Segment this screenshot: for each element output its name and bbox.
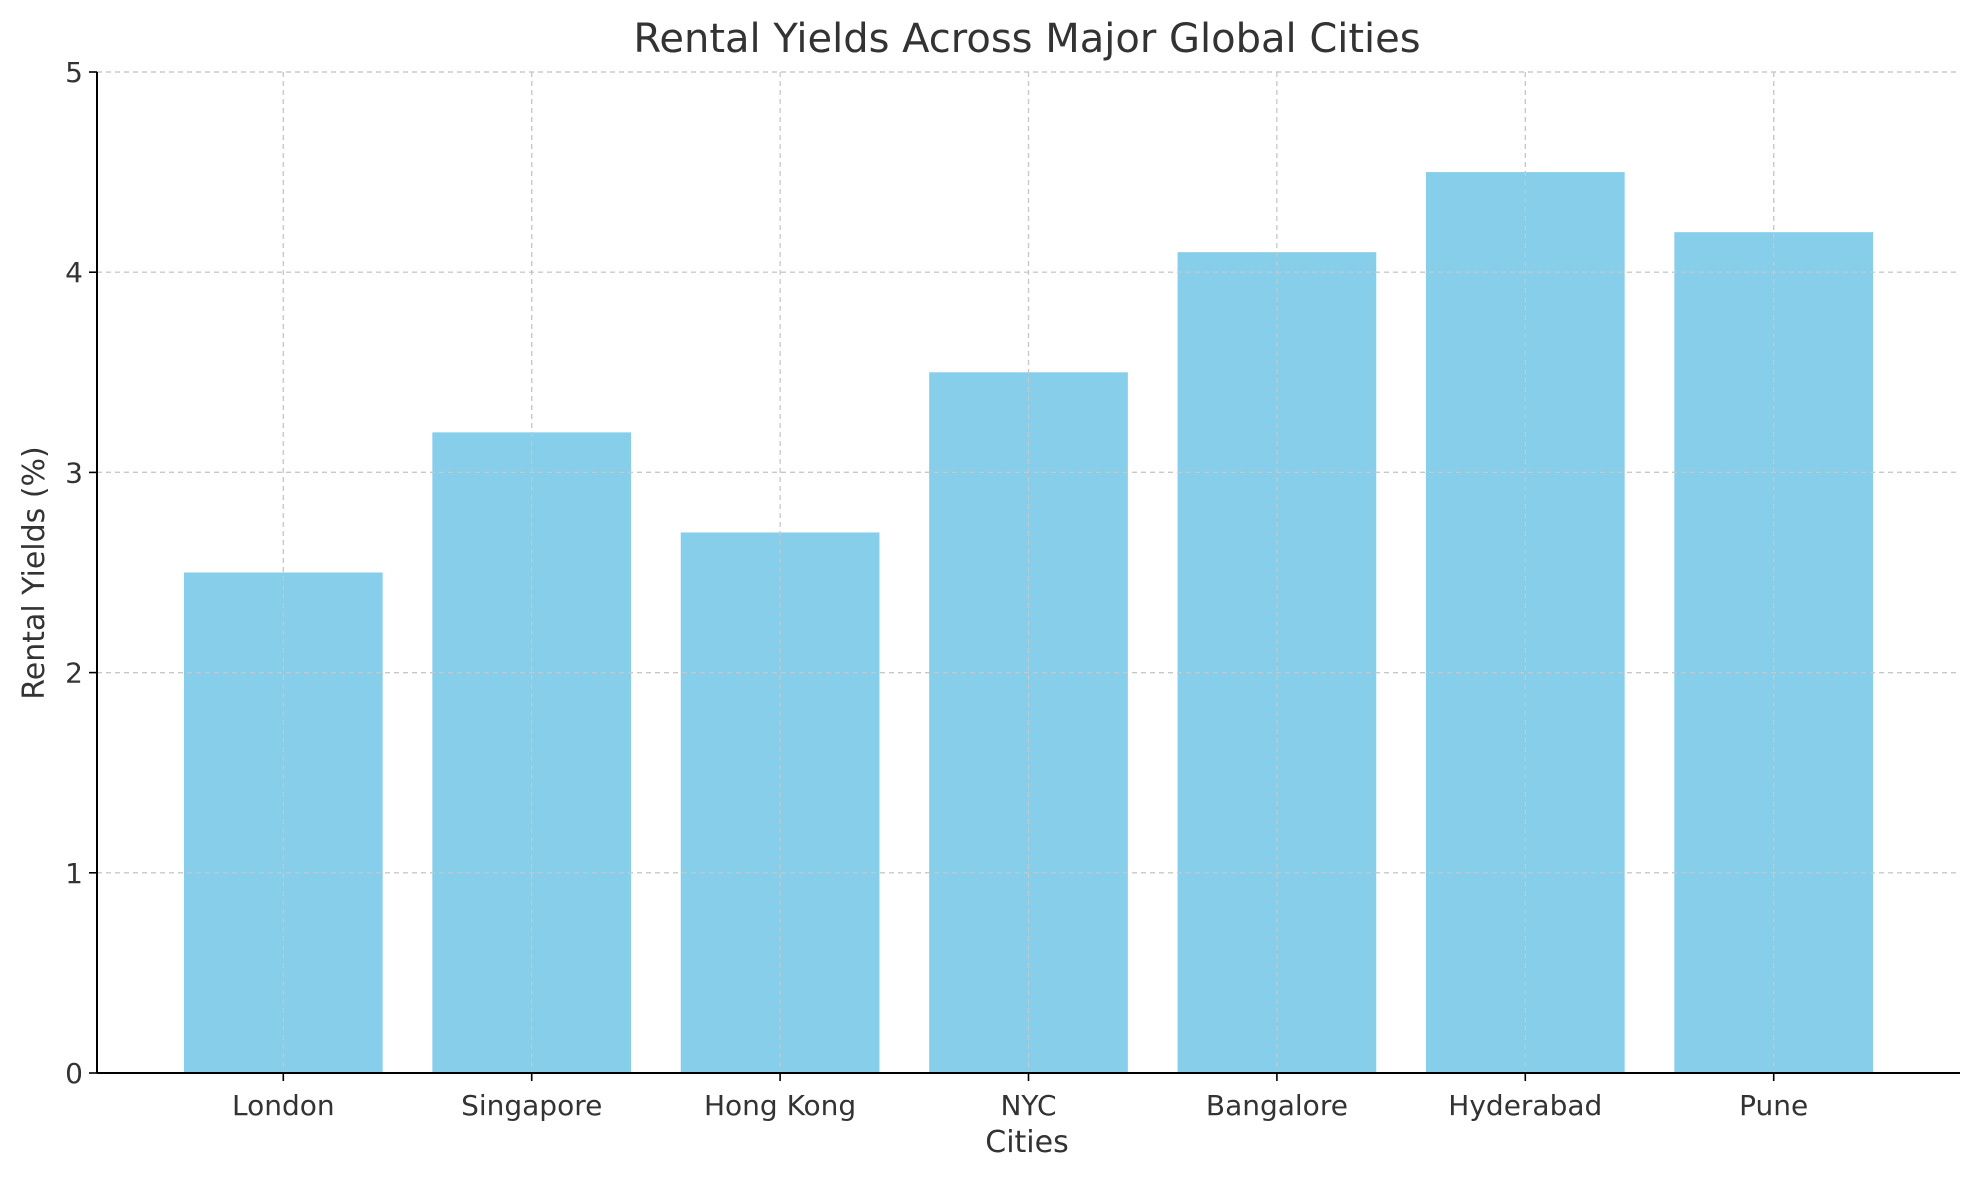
x-axis-label: Cities [985,1125,1068,1160]
y-tick-label: 2 [65,657,83,690]
x-tick-label: NYC [1000,1089,1056,1122]
ticks: 0 1 2 3 4 5 London Singapore Hong Kong NYC Bangalo… [65,56,1808,1122]
chart-title: Rental Yields Across Major Global Cities [633,16,1420,62]
bars [97,71,1960,1074]
x-tick-label: Pune [1739,1089,1808,1122]
y-tick-label: 3 [65,456,83,489]
y-tick-label: 0 [65,1057,83,1090]
x-tick-label: Hong Kong [704,1089,856,1122]
y-tick-label: 5 [65,56,83,89]
y-tick-label: 4 [65,256,83,289]
x-tick-label: Singapore [461,1089,602,1122]
y-tick-label: 1 [65,857,83,890]
y-axis-label: Rental Yields (%) [17,446,52,700]
x-tick-label: London [232,1089,335,1122]
x-tick-label: Bangalore [1206,1089,1348,1122]
x-tick-label: Hyderabad [1448,1089,1602,1122]
